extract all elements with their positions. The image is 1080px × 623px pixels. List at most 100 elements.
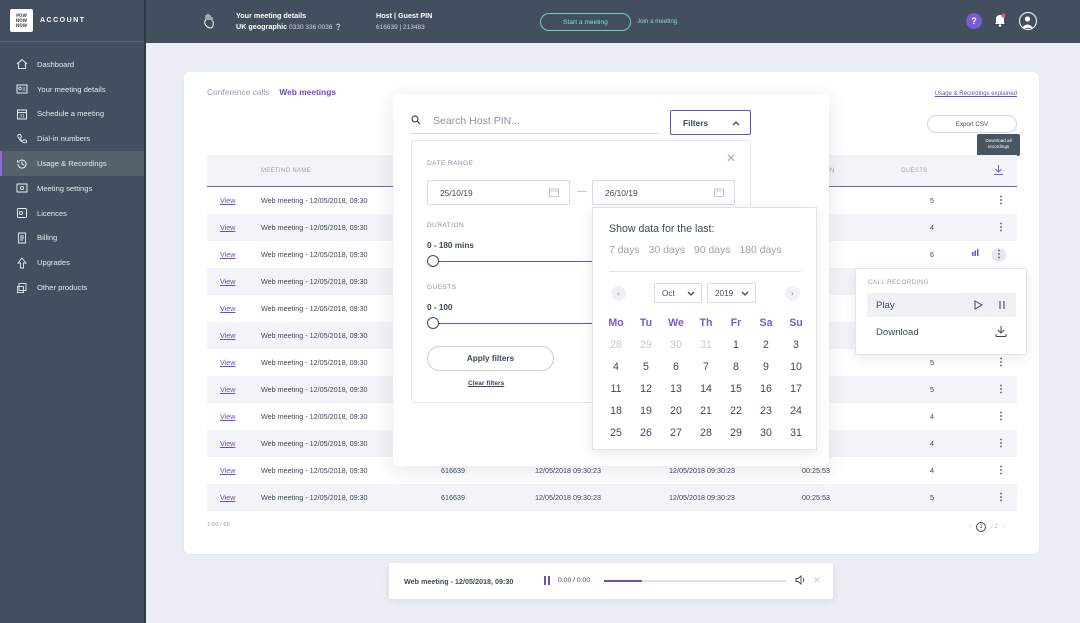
calendar-day[interactable]: 10 [790,361,802,373]
calendar-day[interactable]: 8 [733,361,739,373]
calendar-day[interactable]: 29 [730,427,742,439]
download-icon[interactable] [995,325,1007,341]
calendar-day[interactable]: 15 [730,383,742,395]
sidebar-item-dashboard[interactable]: Dashboard [0,52,144,77]
view-link[interactable]: View [220,358,236,367]
calendar-day[interactable]: 28 [700,427,712,439]
meeting-details-summary[interactable]: Your meeting details UK geographic 0330 … [236,11,342,31]
calendar-day[interactable]: 25 [610,427,622,439]
play-icon[interactable] [974,300,984,313]
calendar-day[interactable]: 27 [670,427,682,439]
view-link[interactable]: View [220,385,236,394]
tab-web-meetings[interactable]: Web meetings [279,87,337,97]
more-options-icon[interactable]: ⋮ [992,247,1006,262]
volume-icon[interactable] [795,575,806,587]
calendar-day[interactable]: 23 [760,405,772,417]
close-icon[interactable]: ✕ [726,151,737,165]
tab-conference-calls[interactable]: Conference calls [207,87,270,97]
sidebar-item-meeting-details[interactable]: Your meeting details [0,77,144,102]
calendar-day[interactable]: 4 [613,361,619,373]
calendar-day[interactable]: 20 [670,405,682,417]
more-options-icon[interactable]: ⋮ [996,492,1006,503]
duration-slider-track[interactable] [432,261,632,262]
sidebar-item-meeting-settings[interactable]: Meeting settings [0,176,144,201]
calendar-day[interactable]: 19 [640,405,652,417]
view-link[interactable]: View [220,331,236,340]
usage-explained-link[interactable]: Usage & Recordings explained [934,91,1017,97]
calendar-day[interactable]: 6 [673,361,679,373]
calendar-day[interactable]: 17 [790,383,802,395]
view-link[interactable]: View [220,304,236,313]
logo[interactable]: POW NOW NOW [10,9,33,32]
calendar-day[interactable]: 24 [790,405,802,417]
date-to-field[interactable]: 26/10/19 [592,180,735,205]
view-link[interactable]: View [220,223,236,232]
calendar-day[interactable]: 2 [763,339,769,351]
view-link[interactable]: View [220,277,236,286]
view-link[interactable]: View [220,250,236,259]
calendar-day[interactable]: 30 [760,427,772,439]
view-link[interactable]: View [220,466,236,475]
calendar-day[interactable]: 21 [700,405,712,417]
duration-slider-handle[interactable] [427,255,439,267]
quick-range-7-days[interactable]: 7 days [609,245,640,256]
play-recording-item[interactable]: Play [867,293,1016,317]
pause-icon[interactable] [544,576,550,585]
calendar-day[interactable]: 14 [700,383,712,395]
sidebar-item-licences[interactable]: Licences [0,201,144,226]
guests-slider-track[interactable] [432,323,632,324]
export-csv-button[interactable]: Export CSV [927,115,1017,133]
more-options-icon[interactable]: ⋮ [996,438,1006,449]
quick-range-30-days[interactable]: 30 days [648,245,686,256]
more-options-icon[interactable]: ⋮ [996,411,1006,422]
more-options-icon[interactable]: ⋮ [996,222,1006,233]
calendar-day[interactable]: 1 [733,339,739,351]
month-select[interactable]: Oct [654,283,702,303]
sidebar-item-billing[interactable]: Billing [0,226,144,251]
sidebar-item-schedule[interactable]: 31 Schedule a meeting [0,102,144,127]
sidebar-item-usage-recordings[interactable]: Usage & Recordings [0,151,144,176]
calendar-day[interactable]: 9 [763,361,769,373]
search-host-pin-input[interactable] [433,115,633,127]
close-player-icon[interactable]: ✕ [813,575,821,585]
current-page[interactable]: 1 [976,522,986,532]
calendar-day[interactable]: 13 [670,383,682,395]
download-all-icon[interactable] [993,164,1004,178]
prev-month-icon[interactable]: ‹ [611,286,626,301]
info-icon[interactable]: ❔ [334,25,342,31]
help-icon[interactable]: ? [966,13,982,29]
start-meeting-button[interactable]: Start a meeting [540,13,631,31]
notification-bell-icon[interactable] [994,13,1006,32]
calendar-day[interactable]: 5 [643,361,649,373]
quick-range-90-days[interactable]: 90 days [694,245,731,256]
calendar-day[interactable]: 22 [730,405,742,417]
sidebar-item-dial-in[interactable]: Dial-in numbers [0,126,144,151]
next-page-icon[interactable]: › [1002,524,1005,530]
calendar-day[interactable]: 16 [760,383,772,395]
sidebar-item-other-products[interactable]: Other products [0,275,144,300]
calendar-day[interactable]: 12 [640,383,652,395]
date-from-field[interactable]: 25/10/19 [427,180,570,205]
quick-range-180-days[interactable]: 180 days [739,245,782,256]
calendar-day[interactable]: 11 [610,383,622,395]
calendar-day[interactable]: 26 [640,427,652,439]
filters-toggle-button[interactable]: Filters [670,110,751,135]
year-select[interactable]: 2019 [707,283,756,303]
view-link[interactable]: View [220,412,236,421]
guests-slider-handle[interactable] [427,317,439,329]
view-link[interactable]: View [220,439,236,448]
download-recording-item[interactable]: Download [867,320,1016,344]
more-options-icon[interactable]: ⋮ [996,384,1006,395]
calendar-day[interactable]: 18 [610,405,622,417]
player-progress-track[interactable] [604,580,786,582]
more-options-icon[interactable]: ⋮ [996,357,1006,368]
view-link[interactable]: View [220,493,236,502]
join-meeting-link[interactable]: Join a meeting [637,18,678,25]
pause-icon[interactable] [998,300,1006,313]
calendar-day[interactable]: 31 [790,427,802,439]
apply-filters-button[interactable]: Apply filters [427,346,554,371]
user-avatar[interactable] [1019,12,1037,30]
clear-filters-link[interactable]: Clear filters [468,380,505,387]
calendar-day[interactable]: 3 [793,339,799,351]
calendar-day[interactable]: 7 [703,361,709,373]
